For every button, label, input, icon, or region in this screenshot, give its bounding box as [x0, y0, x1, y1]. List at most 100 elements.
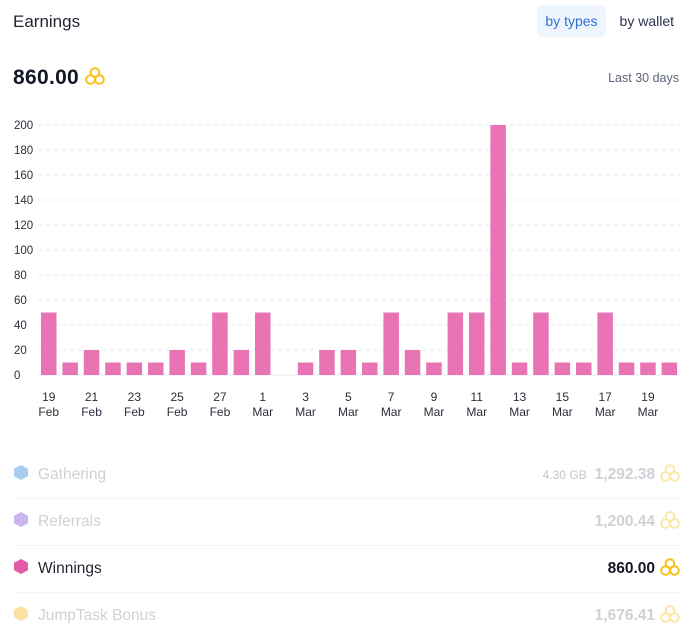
bar[interactable]	[340, 350, 357, 375]
x-tick-month: Mar	[424, 405, 445, 419]
y-tick-label: 60	[14, 295, 27, 307]
hexagon-icon	[13, 464, 29, 486]
bar[interactable]	[426, 362, 442, 376]
x-tick-day: 17	[598, 390, 612, 404]
x-tick-day: 15	[556, 390, 570, 404]
x-tick-month: Feb	[38, 405, 59, 419]
bar[interactable]	[190, 362, 207, 376]
y-tick-label: 100	[14, 245, 33, 257]
x-tick-month: Feb	[81, 405, 102, 419]
y-tick-label: 160	[14, 170, 33, 182]
x-tick-month: Mar	[466, 405, 487, 419]
x-tick-day: 25	[170, 390, 184, 404]
bar[interactable]	[447, 312, 464, 376]
bar[interactable]	[212, 312, 228, 376]
category-name: Winnings	[38, 560, 102, 577]
x-tick-month: Mar	[552, 405, 573, 419]
bar[interactable]	[640, 362, 656, 376]
category-right: 4.30 GB 1,292.38	[543, 463, 680, 487]
tab-by-wallet[interactable]: by wallet	[619, 13, 674, 29]
x-tick-month: Feb	[167, 405, 188, 419]
x-tick-day: 21	[85, 390, 99, 404]
bar[interactable]	[362, 362, 378, 376]
bar[interactable]	[169, 350, 185, 375]
y-tick-label: 40	[14, 320, 27, 332]
category-left: JumpTask Bonus	[13, 605, 156, 627]
category-right: 1,200.44	[594, 510, 680, 534]
hexagon-icon	[13, 511, 29, 533]
hexagon-icon	[13, 558, 29, 580]
earning-types-list: Gathering 4.30 GB 1,292.38 Referrals 1,200.4…	[13, 452, 680, 639]
page-title: Earnings	[13, 12, 81, 31]
y-tick-label: 80	[14, 270, 27, 282]
coins-icon	[85, 66, 105, 90]
y-tick-label: 200	[14, 120, 33, 132]
x-tick-day: 13	[513, 390, 527, 404]
bar[interactable]	[297, 362, 314, 376]
category-value: 1,676.41	[594, 607, 655, 624]
category-name: Referrals	[38, 513, 101, 530]
category-value: 860.00	[607, 560, 655, 577]
category-value: 1,200.44	[594, 513, 655, 530]
coins-icon	[660, 604, 680, 628]
total-amount: 860.00	[13, 66, 80, 89]
x-tick-day: 9	[431, 390, 438, 404]
x-tick-month: Mar	[595, 405, 616, 419]
bar[interactable]	[490, 125, 506, 375]
category-row[interactable]: Winnings 860.00	[13, 546, 680, 593]
bar[interactable]	[105, 362, 121, 376]
x-tick-month: Mar	[295, 405, 316, 419]
category-value: 1,292.38	[594, 466, 655, 483]
x-tick-day: 1	[259, 390, 266, 404]
hexagon-icon	[13, 605, 29, 627]
period-label: Last 30 days	[608, 71, 679, 85]
category-left: Winnings	[13, 558, 102, 580]
x-tick-day: 19	[641, 390, 655, 404]
x-tick-month: Mar	[509, 405, 530, 419]
y-tick-label: 120	[14, 220, 33, 232]
bar[interactable]	[255, 312, 271, 376]
y-tick-label: 180	[14, 145, 33, 157]
bar[interactable]	[148, 362, 164, 376]
bar[interactable]	[511, 362, 528, 376]
bar[interactable]	[126, 362, 143, 376]
category-right: 860.00	[607, 557, 680, 581]
bar[interactable]	[618, 362, 635, 376]
y-tick-label: 140	[14, 195, 33, 207]
x-tick-month: Mar	[381, 405, 402, 419]
x-tick-month: Mar	[252, 405, 273, 419]
category-name: JumpTask Bonus	[38, 607, 157, 624]
x-tick-month: Feb	[210, 405, 231, 419]
bar[interactable]	[233, 350, 250, 375]
bar[interactable]	[576, 362, 592, 376]
category-row[interactable]: Gathering 4.30 GB 1,292.38	[13, 452, 680, 499]
coins-icon	[660, 557, 680, 581]
x-tick-day: 27	[213, 390, 227, 404]
category-row[interactable]: Referrals 1,200.44	[13, 499, 680, 546]
bar[interactable]	[404, 350, 421, 375]
bar[interactable]	[661, 362, 678, 376]
tab-by-types[interactable]: by types	[537, 5, 606, 37]
bar[interactable]	[319, 350, 335, 375]
bar[interactable]	[41, 312, 57, 376]
bar[interactable]	[469, 312, 485, 376]
bar[interactable]	[62, 362, 78, 376]
y-tick-label: 0	[14, 370, 20, 382]
x-tick-day: 3	[302, 390, 309, 404]
x-tick-month: Feb	[124, 405, 145, 419]
category-left: Referrals	[13, 511, 101, 533]
category-row[interactable]: JumpTask Bonus 1,676.41	[13, 593, 680, 639]
view-toggle: by types by wallet	[537, 5, 682, 37]
bar[interactable]	[554, 362, 571, 376]
earnings-chart: 02040608010012014016018020019Feb21Feb23F…	[14, 120, 680, 419]
total-earnings: 860.00	[13, 66, 105, 90]
category-left: Gathering	[13, 464, 106, 486]
bar[interactable]	[383, 312, 399, 376]
y-tick-label: 20	[14, 345, 27, 357]
bar[interactable]	[533, 312, 549, 376]
x-tick-month: Mar	[638, 405, 659, 419]
bar[interactable]	[83, 350, 100, 375]
coins-icon	[660, 510, 680, 534]
coins-icon	[660, 463, 680, 487]
bar[interactable]	[597, 312, 613, 376]
